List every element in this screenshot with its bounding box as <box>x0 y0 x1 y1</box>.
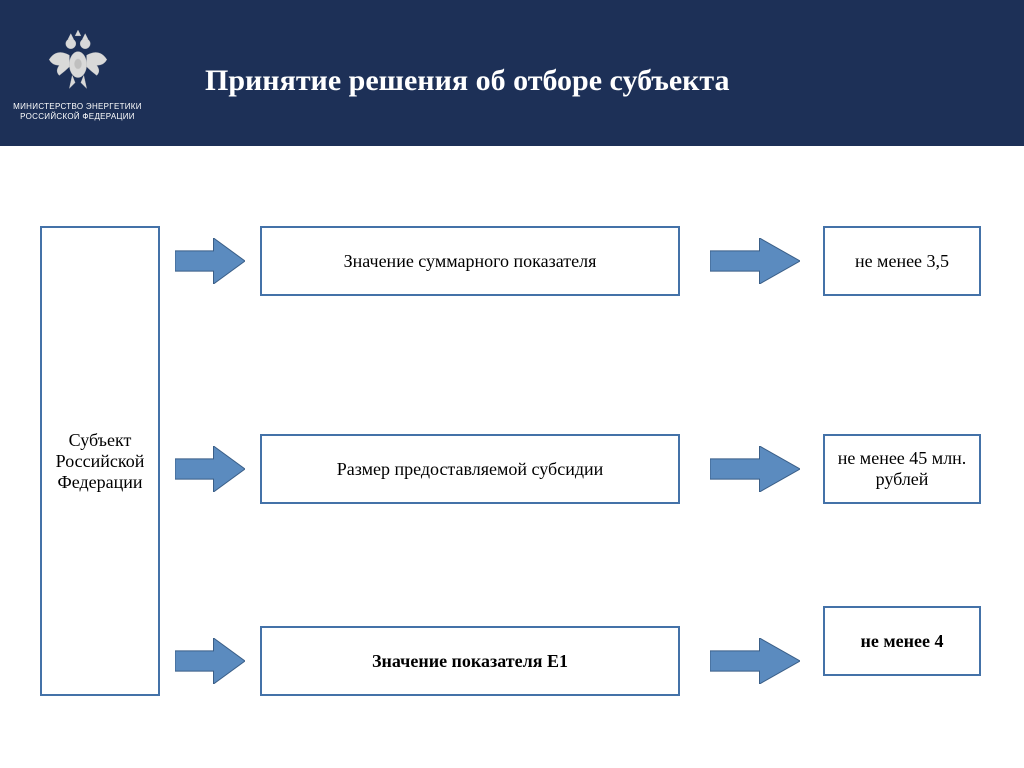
arrow-icon-5 <box>710 638 800 684</box>
arrow-icon-0 <box>175 238 245 284</box>
arrow-icon-1 <box>175 446 245 492</box>
arrow-icon-4 <box>710 446 800 492</box>
node-crit1: Значение суммарного показателя <box>260 226 680 296</box>
arrow-icon-2 <box>175 638 245 684</box>
node-val3: не менее 4 <box>823 606 981 676</box>
arrow-icon-3 <box>710 238 800 284</box>
header-bar: МИНИСТЕРСТВО ЭНЕРГЕТИКИ РОССИЙСКОЙ ФЕДЕР… <box>0 0 1024 146</box>
ministry-label: МИНИСТЕРСТВО ЭНЕРГЕТИКИ РОССИЙСКОЙ ФЕДЕР… <box>13 102 142 121</box>
emblem-block: МИНИСТЕРСТВО ЭНЕРГЕТИКИ РОССИЙСКОЙ ФЕДЕР… <box>0 0 155 146</box>
page-title: Принятие решения об отборе субъекта <box>205 64 730 98</box>
eagle-emblem-icon <box>42 25 114 97</box>
ministry-line1: МИНИСТЕРСТВО ЭНЕРГЕТИКИ <box>13 102 142 112</box>
node-val1: не менее 3,5 <box>823 226 981 296</box>
diagram-area: Субъект Российской Федерации Значение сум… <box>0 146 1024 768</box>
node-source: Субъект Российской Федерации <box>40 226 160 696</box>
node-crit3: Значение показателя Е1 <box>260 626 680 696</box>
ministry-line2: РОССИЙСКОЙ ФЕДЕРАЦИИ <box>13 112 142 122</box>
node-val2: не менее 45 млн. рублей <box>823 434 981 504</box>
node-crit2: Размер предоставляемой субсидии <box>260 434 680 504</box>
